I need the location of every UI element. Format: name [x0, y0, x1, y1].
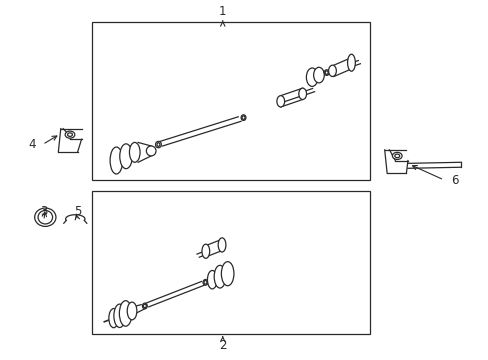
Ellipse shape: [110, 147, 122, 174]
Text: 2: 2: [219, 339, 226, 352]
Ellipse shape: [129, 143, 140, 162]
Ellipse shape: [218, 238, 225, 252]
Circle shape: [67, 133, 72, 136]
Circle shape: [394, 154, 399, 158]
Ellipse shape: [313, 67, 324, 83]
Ellipse shape: [214, 265, 225, 288]
Ellipse shape: [143, 304, 146, 308]
Ellipse shape: [324, 70, 328, 76]
Ellipse shape: [120, 144, 132, 168]
Bar: [92, 191, 369, 334]
Ellipse shape: [328, 65, 336, 77]
Text: 5: 5: [74, 206, 81, 219]
Circle shape: [65, 131, 75, 138]
Text: 6: 6: [450, 174, 458, 186]
Ellipse shape: [142, 303, 147, 309]
Ellipse shape: [241, 115, 245, 121]
Ellipse shape: [155, 141, 161, 148]
Bar: [92, 22, 369, 180]
Ellipse shape: [325, 71, 327, 75]
Text: 4: 4: [28, 138, 36, 151]
Ellipse shape: [298, 88, 306, 99]
Ellipse shape: [306, 68, 317, 86]
Ellipse shape: [207, 270, 217, 289]
Ellipse shape: [242, 116, 244, 120]
Ellipse shape: [203, 280, 206, 284]
Ellipse shape: [114, 304, 125, 328]
Ellipse shape: [127, 302, 137, 320]
Ellipse shape: [276, 96, 284, 107]
Text: 1: 1: [219, 5, 226, 18]
Circle shape: [392, 152, 401, 159]
Ellipse shape: [157, 143, 160, 146]
Ellipse shape: [38, 211, 53, 224]
Ellipse shape: [221, 262, 233, 286]
Ellipse shape: [119, 301, 132, 326]
Text: 3: 3: [40, 206, 47, 219]
Ellipse shape: [347, 54, 355, 71]
Ellipse shape: [146, 146, 156, 156]
Ellipse shape: [109, 309, 118, 328]
Ellipse shape: [202, 244, 209, 258]
Ellipse shape: [203, 279, 207, 285]
Ellipse shape: [35, 208, 56, 226]
